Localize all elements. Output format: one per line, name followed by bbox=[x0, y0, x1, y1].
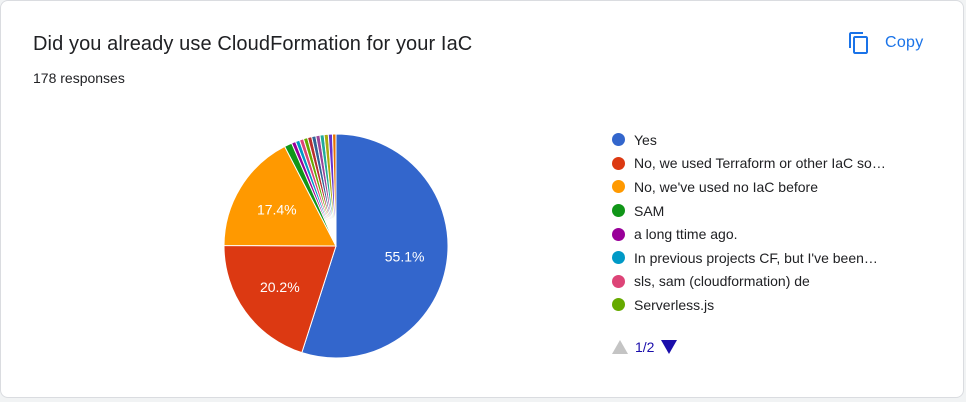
pie-slice[interactable] bbox=[223, 244, 337, 354]
legend-swatch bbox=[612, 133, 625, 147]
pie-slice[interactable] bbox=[331, 133, 337, 247]
legend-item: No, we used Terraform or other IaC so… bbox=[612, 152, 886, 176]
legend-item: No, we've used no IaC before bbox=[612, 175, 886, 199]
pie-slice-label: 17.4% bbox=[257, 202, 297, 218]
legend-label: a long ttime ago. bbox=[634, 226, 738, 243]
pie-slice[interactable] bbox=[223, 145, 337, 247]
triangle-down-icon[interactable] bbox=[661, 340, 678, 354]
legend-item: In previous projects CF, but I've been… bbox=[612, 246, 886, 270]
legend-item: a long ttime ago. bbox=[612, 222, 886, 246]
legend-swatch bbox=[612, 298, 625, 312]
legend-label: Serverless.js bbox=[634, 296, 715, 313]
legend-swatch bbox=[612, 156, 625, 170]
legend-label: No, we've used no IaC before bbox=[634, 178, 819, 195]
legend-swatch bbox=[612, 251, 625, 265]
legend-item: Serverless.js bbox=[612, 293, 886, 317]
legend-label: In previous projects CF, but I've been… bbox=[634, 249, 878, 266]
legend-pager: 1/2 bbox=[612, 339, 678, 355]
legend-item: SAM bbox=[612, 199, 886, 223]
pie-slice[interactable] bbox=[301, 133, 449, 359]
copy-label: Copy bbox=[885, 34, 924, 51]
legend-label: No, we used Terraform or other IaC so… bbox=[634, 155, 886, 172]
legend-page-indicator: 1/2 bbox=[635, 339, 655, 355]
pie-slice-label: 55.1% bbox=[385, 249, 425, 265]
copy-button[interactable]: Copy bbox=[841, 25, 945, 61]
triangle-up-icon bbox=[612, 340, 628, 354]
legend-swatch bbox=[612, 204, 625, 218]
legend-swatch bbox=[612, 180, 625, 194]
pie-chart: 55.1% 20.2% 17.4% bbox=[223, 133, 449, 359]
legend-label: Yes bbox=[634, 131, 657, 148]
chart-title: Did you already use CloudFormation for y… bbox=[33, 33, 473, 55]
legend-label: SAM bbox=[634, 202, 665, 219]
legend-item: sls, sam (cloudformation) de bbox=[612, 270, 886, 294]
legend-swatch bbox=[612, 227, 625, 241]
copy-icon bbox=[849, 32, 868, 54]
response-count: 178 responses bbox=[33, 70, 125, 86]
legend-item: Yes bbox=[612, 128, 886, 152]
chart-legend: Yes No, we used Terraform or other IaC so… bbox=[612, 128, 886, 317]
legend-swatch bbox=[612, 274, 625, 288]
pie-slice-label: 20.2% bbox=[260, 279, 300, 295]
legend-label: sls, sam (cloudformation) de bbox=[634, 273, 810, 290]
